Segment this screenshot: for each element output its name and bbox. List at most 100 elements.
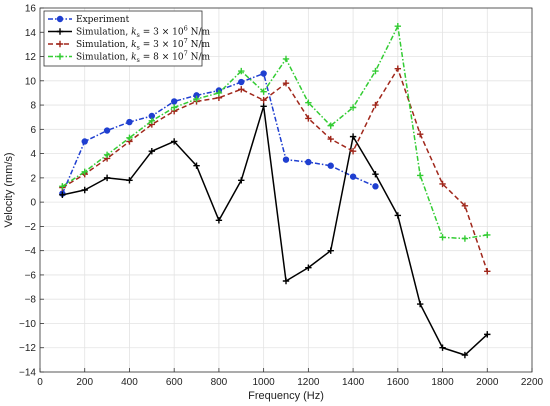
data-point <box>394 65 402 72</box>
data-point <box>484 331 491 338</box>
series-line <box>61 25 488 240</box>
x-axis-ticks: 0 200 400 600 800 1000 1200 1400 1600 1800 2000 220… <box>37 368 544 388</box>
y-tick-label: −14 <box>19 368 36 379</box>
legend-marker <box>56 28 64 35</box>
x-tick-label: 600 <box>166 377 183 388</box>
y-tick-label: 12 <box>25 52 37 63</box>
series-2 <box>59 103 491 359</box>
data-point <box>81 168 88 175</box>
legend-label: Simulation, ks = 8 × 107 N/m <box>76 50 211 65</box>
series-layer <box>59 23 491 359</box>
data-point <box>372 183 379 190</box>
y-tick-label: −10 <box>19 319 36 330</box>
data-point <box>349 147 357 155</box>
data-point <box>484 268 491 275</box>
data-point <box>461 351 469 359</box>
data-point <box>394 212 402 219</box>
data-point <box>394 23 402 30</box>
data-point <box>439 234 446 241</box>
data-point <box>103 127 111 134</box>
data-point <box>439 344 446 351</box>
data-point <box>282 55 290 63</box>
data-point <box>126 118 133 126</box>
x-tick-label: 0 <box>37 377 43 388</box>
data-point <box>59 183 66 190</box>
y-tick-label: 0 <box>30 198 36 209</box>
data-point <box>215 89 223 97</box>
legend-label: Simulation, ks = 3 × 107 N/m <box>76 37 211 52</box>
y-tick-label: 16 <box>25 4 37 15</box>
y-axis-label: Velocity (mm/s) <box>3 152 15 227</box>
x-tick-label: 200 <box>76 377 93 388</box>
series-line <box>62 105 488 356</box>
data-point <box>238 67 245 75</box>
data-point <box>170 104 178 111</box>
data-point <box>126 134 133 142</box>
data-point <box>416 172 424 179</box>
y-tick-label: 4 <box>30 149 36 160</box>
data-point <box>327 122 334 129</box>
data-point <box>461 235 469 242</box>
data-point <box>282 80 290 87</box>
legend-entry: Simulation, ks = 3 × 107 N/m <box>48 37 211 52</box>
data-point <box>260 70 267 77</box>
data-point <box>103 151 111 159</box>
legend-entry: Simulation, ks = 8 × 107 N/m <box>48 50 211 65</box>
data-point <box>238 86 245 93</box>
data-point <box>372 171 379 178</box>
data-point <box>439 180 446 188</box>
x-tick-label: 2000 <box>476 377 499 388</box>
legend-entry: Experiment <box>48 15 130 25</box>
data-point <box>193 95 200 103</box>
data-point <box>327 247 334 254</box>
x-tick-label: 1600 <box>387 377 410 388</box>
legend-entry: Simulation, ks = 3 × 106 N/m <box>48 25 211 40</box>
y-tick-label: 10 <box>25 76 37 87</box>
x-tick-label: 800 <box>211 377 228 388</box>
legend-label: Simulation, ks = 3 × 106 N/m <box>76 25 211 40</box>
data-point <box>416 130 424 138</box>
data-point <box>484 231 491 239</box>
data-point <box>260 103 267 110</box>
series-line <box>61 67 488 272</box>
data-point <box>103 174 111 182</box>
x-tick-label: 1800 <box>431 377 454 388</box>
x-tick-label: 400 <box>121 377 138 388</box>
data-point <box>416 300 424 308</box>
y-tick-label: 6 <box>30 125 36 136</box>
data-point <box>282 277 290 285</box>
data-point <box>260 97 267 104</box>
data-point <box>305 264 312 271</box>
y-tick-label: −8 <box>25 295 37 306</box>
data-point <box>372 101 379 109</box>
data-point <box>148 147 156 155</box>
x-tick-label: 1000 <box>253 377 276 388</box>
legend-marker <box>56 53 64 60</box>
y-tick-label: 14 <box>25 28 37 39</box>
data-point <box>81 138 88 145</box>
plot-frame <box>39 7 533 373</box>
data-point <box>305 158 312 166</box>
x-tick-label: 2200 <box>521 377 544 388</box>
y-tick-label: −2 <box>25 222 37 233</box>
y-tick-label: −12 <box>19 343 36 354</box>
x-tick-label: 1400 <box>342 377 365 388</box>
y-tick-label: −6 <box>25 270 37 281</box>
data-point <box>372 67 379 75</box>
data-point <box>327 135 334 143</box>
data-point <box>81 186 88 194</box>
plot-area <box>40 8 532 372</box>
data-point <box>59 191 66 199</box>
data-point <box>238 78 245 86</box>
data-point <box>305 99 312 106</box>
data-point <box>282 156 290 163</box>
legend-marker <box>56 15 64 23</box>
data-point <box>349 133 357 140</box>
data-point <box>327 162 334 169</box>
legend-marker <box>56 40 64 48</box>
y-axis-ticks: −14 −12 −10 −8 −6 −4 −2 0 2 4 6 8 10 12 14 16 <box>19 4 44 379</box>
